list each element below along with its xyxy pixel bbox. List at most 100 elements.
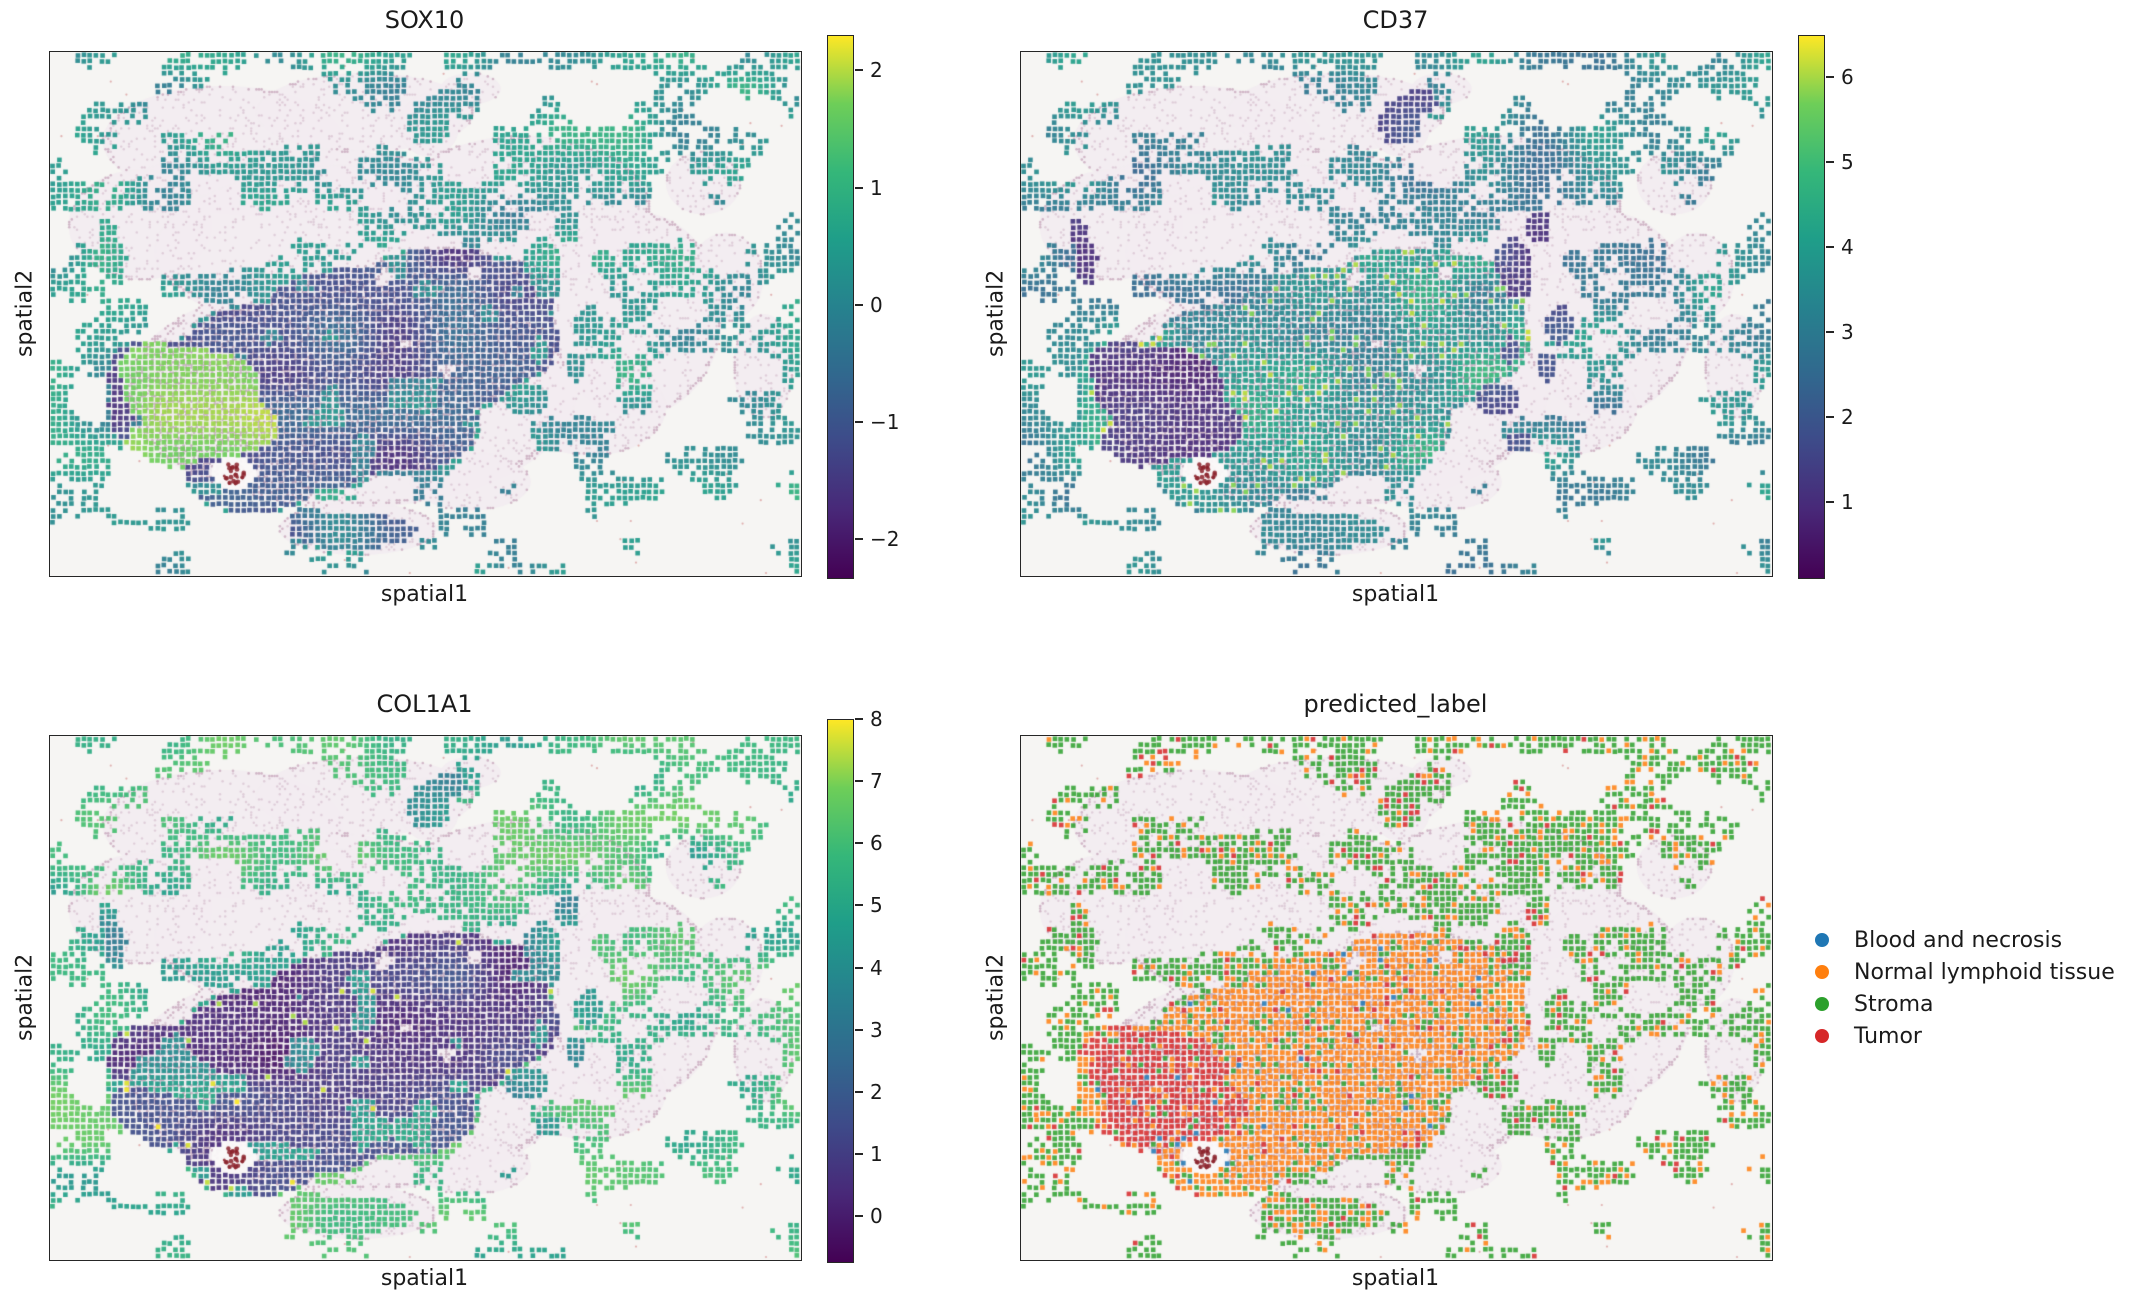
x-axis-label-cd37: spatial1 (1351, 582, 1440, 607)
colorbar-gradient-col1a1 (827, 719, 854, 1263)
plot-area-cd37 (1020, 51, 1773, 577)
colorbar-tick-mark (855, 1215, 863, 1218)
colorbar-tick-mark (1826, 416, 1834, 419)
legend-swatch-icon (1815, 997, 1829, 1011)
colorbar-tick-col1a1-7: 7 (855, 769, 883, 793)
colorbar-tick-label: 6 (1841, 65, 1854, 90)
colorbar-tick-mark (855, 1028, 863, 1031)
colorbar-tick-mark (855, 718, 863, 720)
legend-item-tumor: Tumor (1815, 1020, 2115, 1052)
colorbar-tick-sox10-0: 0 (855, 293, 883, 317)
legend-label: Normal lymphoid tissue (1854, 959, 2115, 985)
colorbar-cd37: 6 5 4 3 2 1 (1798, 35, 1910, 579)
panel-title-sox10: SOX10 (384, 6, 465, 34)
panel-predicted-label: predicted_label spatial2 spatial1 Blood … (971, 684, 2138, 1302)
colorbar-tick-label: 3 (1841, 320, 1854, 345)
colorbar-tick-sox10--1: −1 (855, 410, 899, 434)
x-axis-label-sox10: spatial1 (380, 582, 469, 607)
colorbar-tick-mark (855, 303, 863, 306)
spatial-plot-canvas-cd37 (1021, 52, 1772, 576)
colorbar-tick-mark (1826, 76, 1834, 79)
colorbar-col1a1: 8 7 6 5 4 3 2 1 0 (827, 707, 939, 1263)
colorbar-tick-label: 8 (870, 707, 883, 731)
colorbar-tick-cd37-5: 5 (1826, 150, 1854, 174)
legend-label: Stroma (1854, 991, 1934, 1017)
colorbar-tick-label: 0 (870, 1204, 883, 1229)
colorbar-gradient-sox10 (827, 35, 854, 579)
colorbar-tick-mark (855, 186, 863, 189)
colorbar-tick-mark (855, 966, 863, 969)
y-axis-label-col1a1: spatial2 (12, 953, 38, 1041)
colorbar-tick-cd37-2: 2 (1826, 405, 1854, 429)
spatial-plot-canvas-col1a1 (50, 736, 801, 1260)
colorbar-tick-col1a1-5: 5 (855, 893, 883, 917)
colorbar-tick-cd37-3: 3 (1826, 320, 1854, 344)
x-axis-label-predicted-label: spatial1 (1351, 1266, 1440, 1291)
plot-area-predicted-label (1020, 735, 1773, 1261)
legend-label: Blood and necrosis (1854, 927, 2063, 953)
colorbar-tick-sox10-2: 2 (855, 58, 883, 82)
colorbar-tick-label: 7 (870, 769, 883, 794)
colorbar-tick-cd37-1: 1 (1826, 490, 1854, 514)
panel-title-predicted-label: predicted_label (1303, 690, 1488, 718)
colorbar-tick-col1a1-6: 6 (855, 831, 883, 855)
colorbar-tick-mark (1826, 331, 1834, 334)
colorbar-tick-col1a1-2: 2 (855, 1080, 883, 1104)
colorbar-tick-label: 4 (870, 955, 883, 980)
legend-swatch-icon (1815, 1029, 1829, 1043)
colorbar-tick-label: −2 (870, 527, 900, 552)
colorbar-tick-mark (855, 1090, 863, 1093)
colorbar-tick-label: −1 (870, 410, 900, 435)
panel-cd37: CD37 spatial2 spatial1 6 5 4 3 2 1 (971, 0, 2138, 660)
legend-item-blood-and-necrosis: Blood and necrosis (1815, 924, 2115, 956)
colorbar-gradient-cd37 (1798, 35, 1825, 579)
colorbar-tick-sox10-1: 1 (855, 176, 883, 200)
colorbar-tick-col1a1-8: 8 (855, 707, 883, 731)
colorbar-tick-label: 3 (870, 1017, 883, 1042)
colorbar-tick-cd37-4: 4 (1826, 235, 1854, 259)
colorbar-tick-mark (1826, 161, 1834, 164)
category-legend: Blood and necrosis Normal lymphoid tissue… (1815, 924, 2115, 1052)
colorbar-tick-mark (855, 538, 863, 541)
legend-swatch-icon (1815, 965, 1829, 979)
y-axis-label-sox10: spatial2 (12, 269, 38, 357)
colorbar-tick-mark (855, 1153, 863, 1156)
colorbar-tick-label: 0 (870, 292, 883, 317)
legend-label: Tumor (1854, 1023, 1922, 1049)
colorbar-sox10: 2 1 0 −1 −2 (827, 35, 939, 579)
legend-swatch-icon (1815, 933, 1829, 947)
x-axis-label-col1a1: spatial1 (380, 1266, 469, 1291)
colorbar-tick-mark (855, 780, 863, 783)
panel-sox10: SOX10 spatial2 spatial1 2 1 0 −1 −2 (0, 0, 940, 660)
legend-item-stroma: Stroma (1815, 988, 2115, 1020)
colorbar-tick-label: 4 (1841, 235, 1854, 260)
colorbar-tick-mark (1826, 501, 1834, 504)
colorbar-tick-label: 6 (870, 831, 883, 856)
colorbar-tick-col1a1-4: 4 (855, 956, 883, 980)
colorbar-tick-label: 5 (870, 893, 883, 918)
colorbar-tick-mark (855, 69, 863, 72)
colorbar-tick-label: 1 (1841, 490, 1854, 515)
colorbar-tick-mark (855, 904, 863, 907)
legend-item-normal-lymphoid-tissue: Normal lymphoid tissue (1815, 956, 2115, 988)
colorbar-tick-label: 1 (870, 1142, 883, 1167)
colorbar-tick-label: 2 (1841, 405, 1854, 430)
panel-title-col1a1: COL1A1 (376, 690, 473, 718)
colorbar-tick-sox10--2: −2 (855, 527, 899, 551)
colorbar-tick-cd37-6: 6 (1826, 65, 1854, 89)
y-axis-label-cd37: spatial2 (983, 269, 1009, 357)
colorbar-tick-label: 2 (870, 1079, 883, 1104)
colorbar-tick-mark (1826, 246, 1834, 249)
colorbar-tick-mark (855, 421, 863, 424)
panel-title-cd37: CD37 (1362, 6, 1429, 34)
plot-area-col1a1 (49, 735, 802, 1261)
spatial-plot-canvas-predicted-label (1021, 736, 1772, 1260)
spatial-plot-canvas-sox10 (50, 52, 801, 576)
colorbar-tick-label: 1 (870, 175, 883, 200)
colorbar-tick-mark (855, 842, 863, 845)
plot-area-sox10 (49, 51, 802, 577)
colorbar-tick-col1a1-1: 1 (855, 1142, 883, 1166)
y-axis-label-predicted-label: spatial2 (983, 953, 1009, 1041)
colorbar-tick-col1a1-3: 3 (855, 1018, 883, 1042)
colorbar-tick-label: 2 (870, 58, 883, 83)
